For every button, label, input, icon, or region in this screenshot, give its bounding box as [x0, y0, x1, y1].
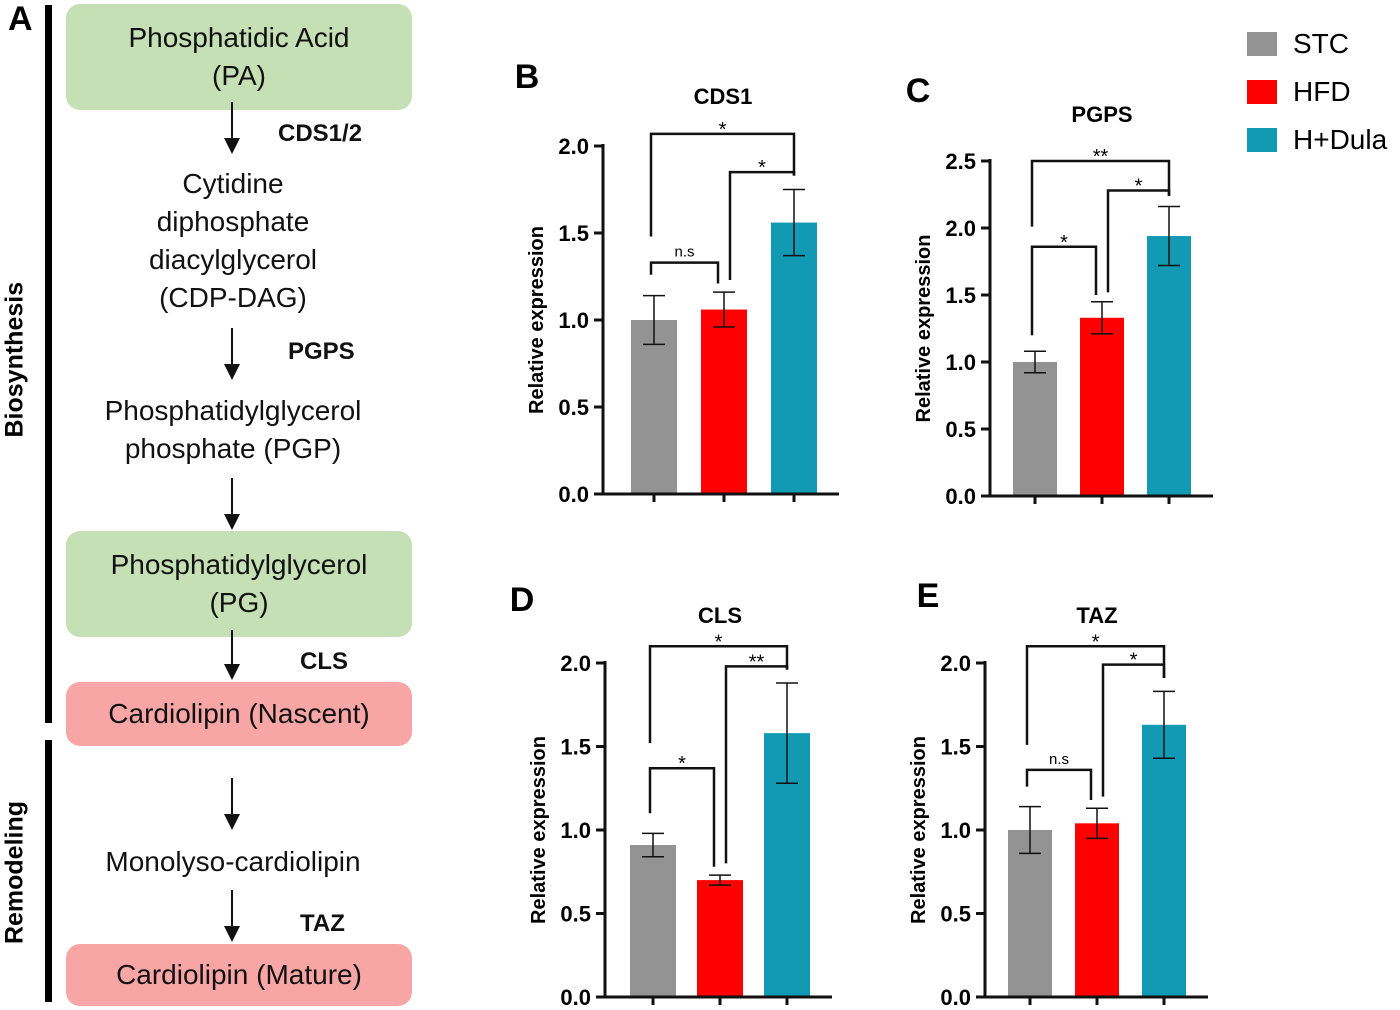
y-tick-label: 1.5 — [940, 735, 971, 760]
arrow-icon — [224, 778, 240, 830]
y-tick-label: 0.0 — [558, 482, 589, 507]
y-tick-label: 2.0 — [945, 216, 976, 241]
y-tick-label: 0.5 — [560, 902, 591, 927]
chart-title: TAZ — [1076, 603, 1117, 628]
significance-label: ** — [749, 651, 765, 673]
y-tick-label: 0.5 — [945, 417, 976, 442]
y-tick-label: 1.0 — [558, 308, 589, 333]
legend-swatch — [1247, 128, 1277, 152]
bar-hdula — [1147, 236, 1191, 497]
significance-bracket — [648, 645, 789, 744]
significance-label: n.s — [1049, 751, 1069, 768]
enzyme-cds: CDS1/2 — [278, 120, 363, 147]
legend-label: H+Dula — [1293, 124, 1388, 155]
significance-label: * — [758, 157, 766, 179]
significance-bracket — [1030, 159, 1171, 227]
y-axis-label: Relative expression — [908, 736, 930, 924]
legend-swatch — [1247, 80, 1277, 104]
panel-letter: B — [515, 58, 540, 96]
bar-stc — [1013, 362, 1057, 496]
y-tick-label: 1.0 — [945, 350, 976, 375]
chart-title: PGPS — [1071, 102, 1132, 127]
significance-bracket — [1025, 768, 1093, 800]
node-pgp: Phosphatidylglycerol phosphate (PGP) — [104, 395, 362, 464]
bar-stc — [631, 320, 677, 494]
arrow-icon — [224, 328, 240, 380]
y-tick-label: 0.0 — [560, 985, 591, 1010]
node-monolyso-cardiolipin: Monolyso-cardiolipin — [105, 846, 361, 877]
significance-label: * — [1092, 631, 1100, 653]
arrow-icon — [224, 478, 240, 530]
significance-label: * — [1060, 232, 1068, 254]
arrow-icon — [224, 630, 240, 680]
significance-label: * — [1135, 175, 1143, 197]
significance-bracket — [1030, 245, 1098, 336]
bar-hfd — [1075, 823, 1119, 997]
significance-label: * — [719, 119, 727, 141]
biosynthesis-bar — [45, 5, 52, 723]
node-cdp-dag: Cytidine diphosphate diacylglycerol (CDP… — [148, 168, 318, 313]
bar-hfd — [697, 880, 743, 997]
node-phosphatidic-acid: Phosphatidic Acid (PA) — [66, 4, 412, 110]
node-cardiolipin-mature: Cardiolipin (Mature) — [66, 944, 412, 1006]
legend-item-stc: STC — [1247, 28, 1349, 60]
significance-label: * — [678, 753, 686, 775]
y-tick-label: 1.5 — [560, 735, 591, 760]
legend-item-hfd: HFD — [1247, 76, 1351, 108]
y-tick-label: 0.0 — [940, 985, 971, 1010]
panel-letter: D — [510, 581, 535, 619]
y-tick-label: 2.0 — [558, 134, 589, 159]
legend-label: STC — [1293, 28, 1349, 59]
arrow-icon — [224, 102, 240, 154]
y-tick-label: 0.0 — [945, 484, 976, 509]
y-axis-label: Relative expression — [913, 235, 935, 423]
enzyme-taz: TAZ — [300, 910, 345, 937]
legend-item-hdula: H+Dula — [1247, 124, 1387, 156]
bar-hdula — [771, 222, 817, 494]
y-tick-label: 1.5 — [558, 221, 589, 246]
y-axis-label: Relative expression — [526, 226, 548, 414]
legend-label: HFD — [1293, 76, 1351, 107]
y-tick-label: 2.0 — [560, 651, 591, 676]
remodeling-bar — [45, 740, 52, 1002]
chart-title: CLS — [698, 603, 742, 628]
bar-hfd — [1080, 317, 1124, 496]
y-axis-label: Relative expression — [528, 736, 550, 924]
bar-stc — [630, 845, 676, 997]
significance-label: * — [1130, 650, 1138, 672]
significance-label: n.s — [674, 244, 694, 261]
y-tick-label: 0.5 — [558, 395, 589, 420]
node-phosphatidylglycerol: Phosphatidylglycerol (PG) — [66, 531, 412, 637]
significance-label: ** — [1093, 146, 1109, 168]
panel-letter: C — [906, 72, 931, 110]
significance-bracket — [1025, 645, 1166, 745]
panel-letter: E — [917, 577, 940, 615]
significance-bracket — [649, 132, 796, 237]
significance-label: * — [715, 631, 723, 653]
y-tick-label: 1.0 — [560, 818, 591, 843]
chart-title: CDS1 — [694, 84, 753, 109]
panel-a-letter: A — [8, 0, 33, 38]
bar-stc — [1008, 830, 1052, 997]
significance-bracket — [648, 766, 716, 867]
legend-swatch — [1247, 32, 1277, 56]
y-tick-label: 0.5 — [940, 902, 971, 927]
y-tick-label: 1.5 — [945, 283, 976, 308]
y-tick-label: 2.5 — [945, 149, 976, 174]
arrow-icon — [224, 890, 240, 942]
enzyme-cls: CLS — [300, 648, 348, 675]
significance-bracket — [649, 261, 720, 284]
bar-hfd — [701, 309, 747, 494]
y-tick-label: 2.0 — [940, 651, 971, 676]
y-tick-label: 1.0 — [940, 818, 971, 843]
bar-hdula — [1142, 724, 1186, 997]
enzyme-pgps: PGPS — [288, 338, 355, 365]
node-cardiolipin-nascent: Cardiolipin (Nascent) — [66, 682, 412, 746]
